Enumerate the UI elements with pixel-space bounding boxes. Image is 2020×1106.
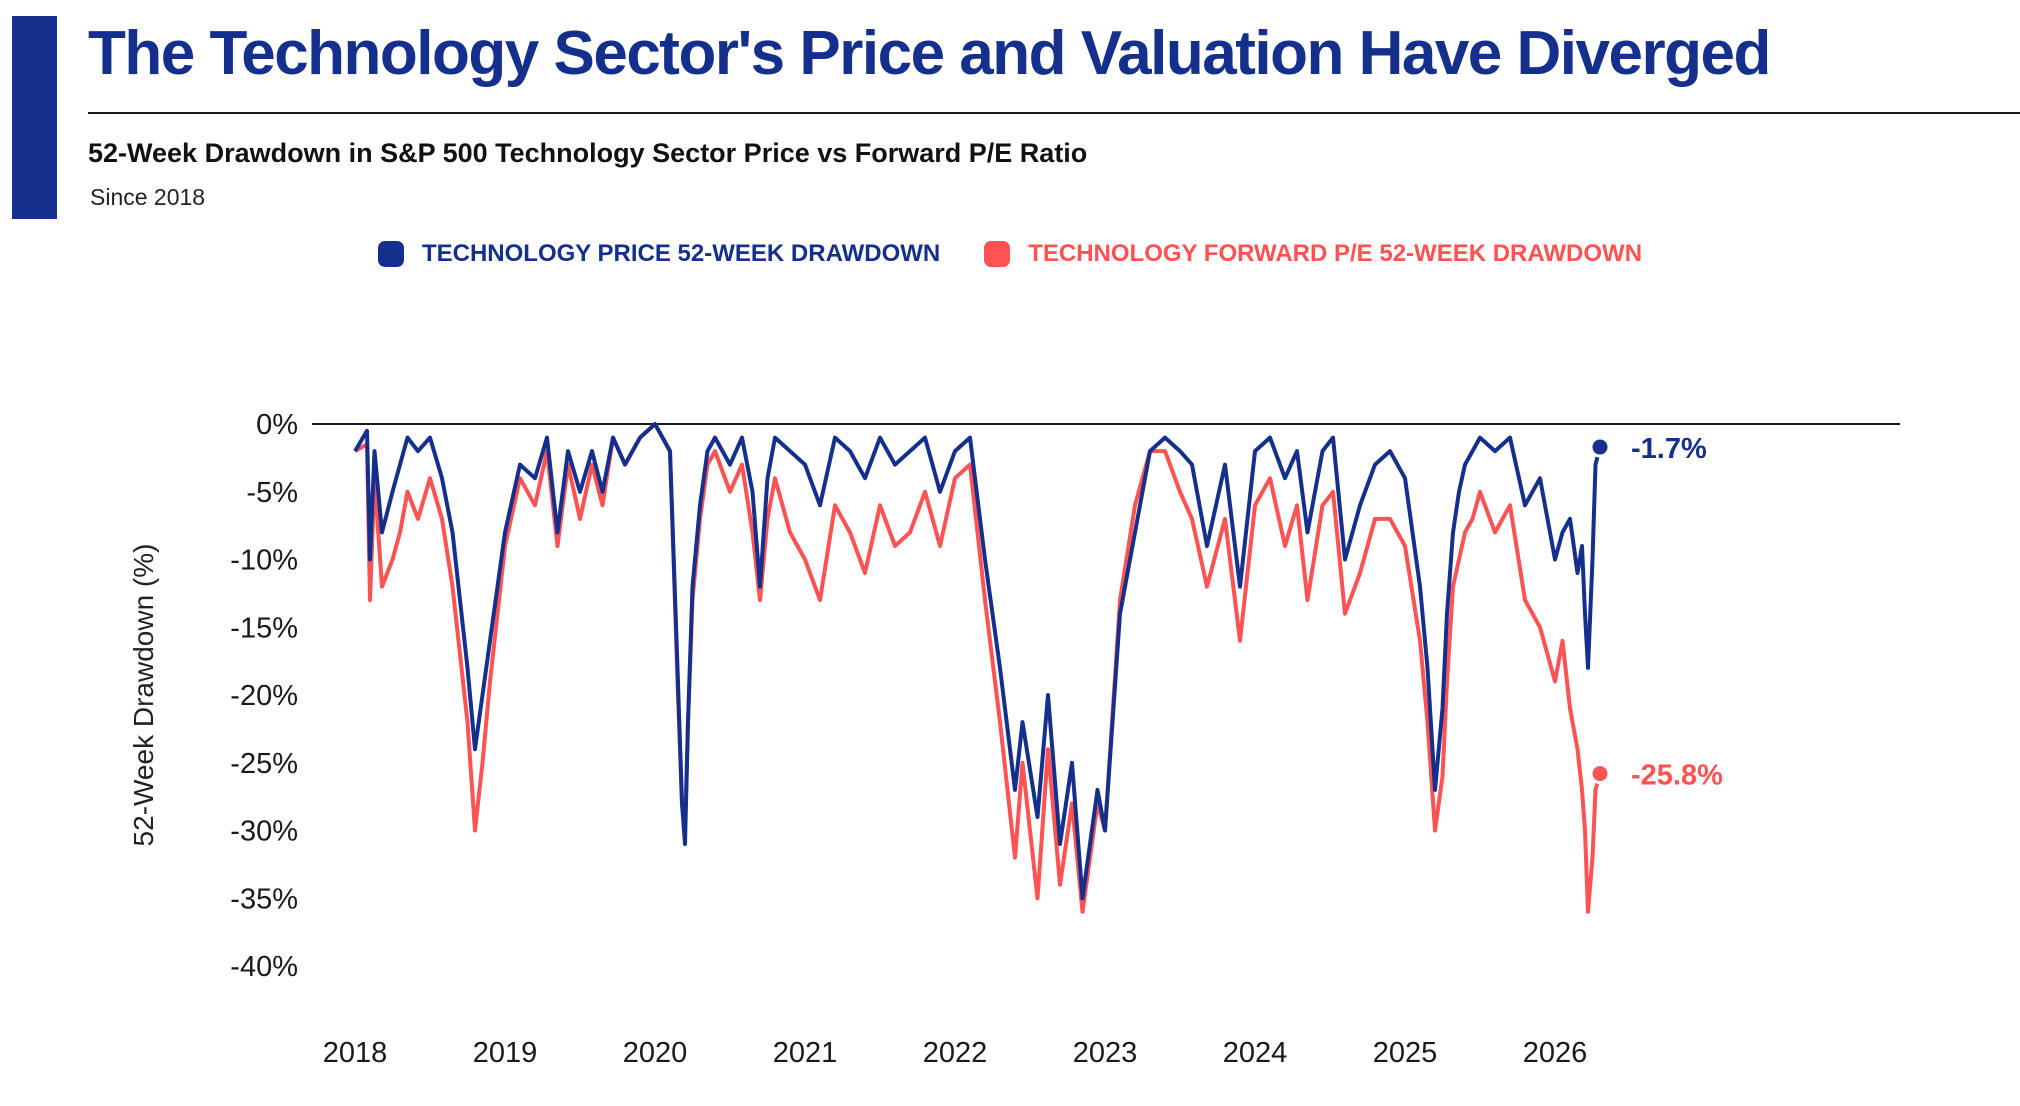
x-tick-label: 2020 [623, 1037, 688, 1069]
y-tick-label: -20% [230, 680, 298, 712]
chart-subtitle: 52-Week Drawdown in S&P 500 Technology S… [88, 138, 1088, 168]
legend-item-pe: TECHNOLOGY FORWARD P/E 52-WEEK DRAWDOWN [984, 240, 1642, 268]
y-axis-title: 52-Week Drawdown (%) [128, 544, 159, 847]
series-line-price [353, 422, 1602, 901]
title-accent-bar [12, 16, 57, 219]
end-markers: -1.7% -25.8% [1589, 433, 1723, 792]
x-axis-ticks: 2018 2019 2020 2021 2022 2023 2024 2025 2026 [323, 1037, 1588, 1069]
series-line-pe [354, 422, 1602, 914]
legend-swatch-price [377, 241, 404, 267]
x-tick-label: 2026 [1523, 1037, 1588, 1069]
x-tick-label: 2024 [1223, 1037, 1288, 1069]
end-label-price: -1.7% [1631, 433, 1707, 465]
x-tick-label: 2021 [773, 1037, 838, 1069]
y-tick-label: -15% [230, 612, 298, 644]
x-tick-label: 2025 [1373, 1037, 1438, 1069]
x-tick-label: 2018 [323, 1037, 388, 1069]
end-marker-price [1589, 436, 1611, 458]
legend: TECHNOLOGY PRICE 52-WEEK DRAWDOWN TECHNO… [0, 240, 2020, 268]
legend-swatch-pe [984, 241, 1011, 267]
legend-item-price: TECHNOLOGY PRICE 52-WEEK DRAWDOWN [377, 240, 941, 268]
end-label-pe: -25.8% [1631, 760, 1723, 792]
title-divider [88, 112, 2020, 114]
chart-period: Since 2018 [90, 184, 206, 210]
y-tick-label: -30% [230, 816, 298, 848]
y-tick-label: -10% [230, 545, 298, 577]
legend-label-pe: TECHNOLOGY FORWARD P/E 52-WEEK DRAWDOWN [1028, 240, 1643, 267]
y-tick-label: 0% [256, 409, 298, 441]
y-tick-label: -35% [230, 883, 298, 915]
legend-label-price: TECHNOLOGY PRICE 52-WEEK DRAWDOWN [421, 240, 941, 267]
y-tick-label: -40% [230, 951, 298, 983]
x-tick-label: 2019 [473, 1037, 538, 1069]
y-axis-ticks: 0% -5% -10% -15% -20% -25% -30% -35% -40% [230, 409, 298, 983]
end-marker-pe [1589, 763, 1611, 785]
y-tick-label: -25% [230, 748, 298, 780]
y-axis-title-group: 52-Week Drawdown (%) [128, 544, 159, 847]
y-tick-label: -5% [246, 477, 298, 509]
series-lines [353, 422, 1602, 914]
chart-title: The Technology Sector's Price and Valuat… [88, 19, 1771, 88]
x-tick-label: 2023 [1073, 1037, 1138, 1069]
x-tick-label: 2022 [923, 1037, 988, 1069]
